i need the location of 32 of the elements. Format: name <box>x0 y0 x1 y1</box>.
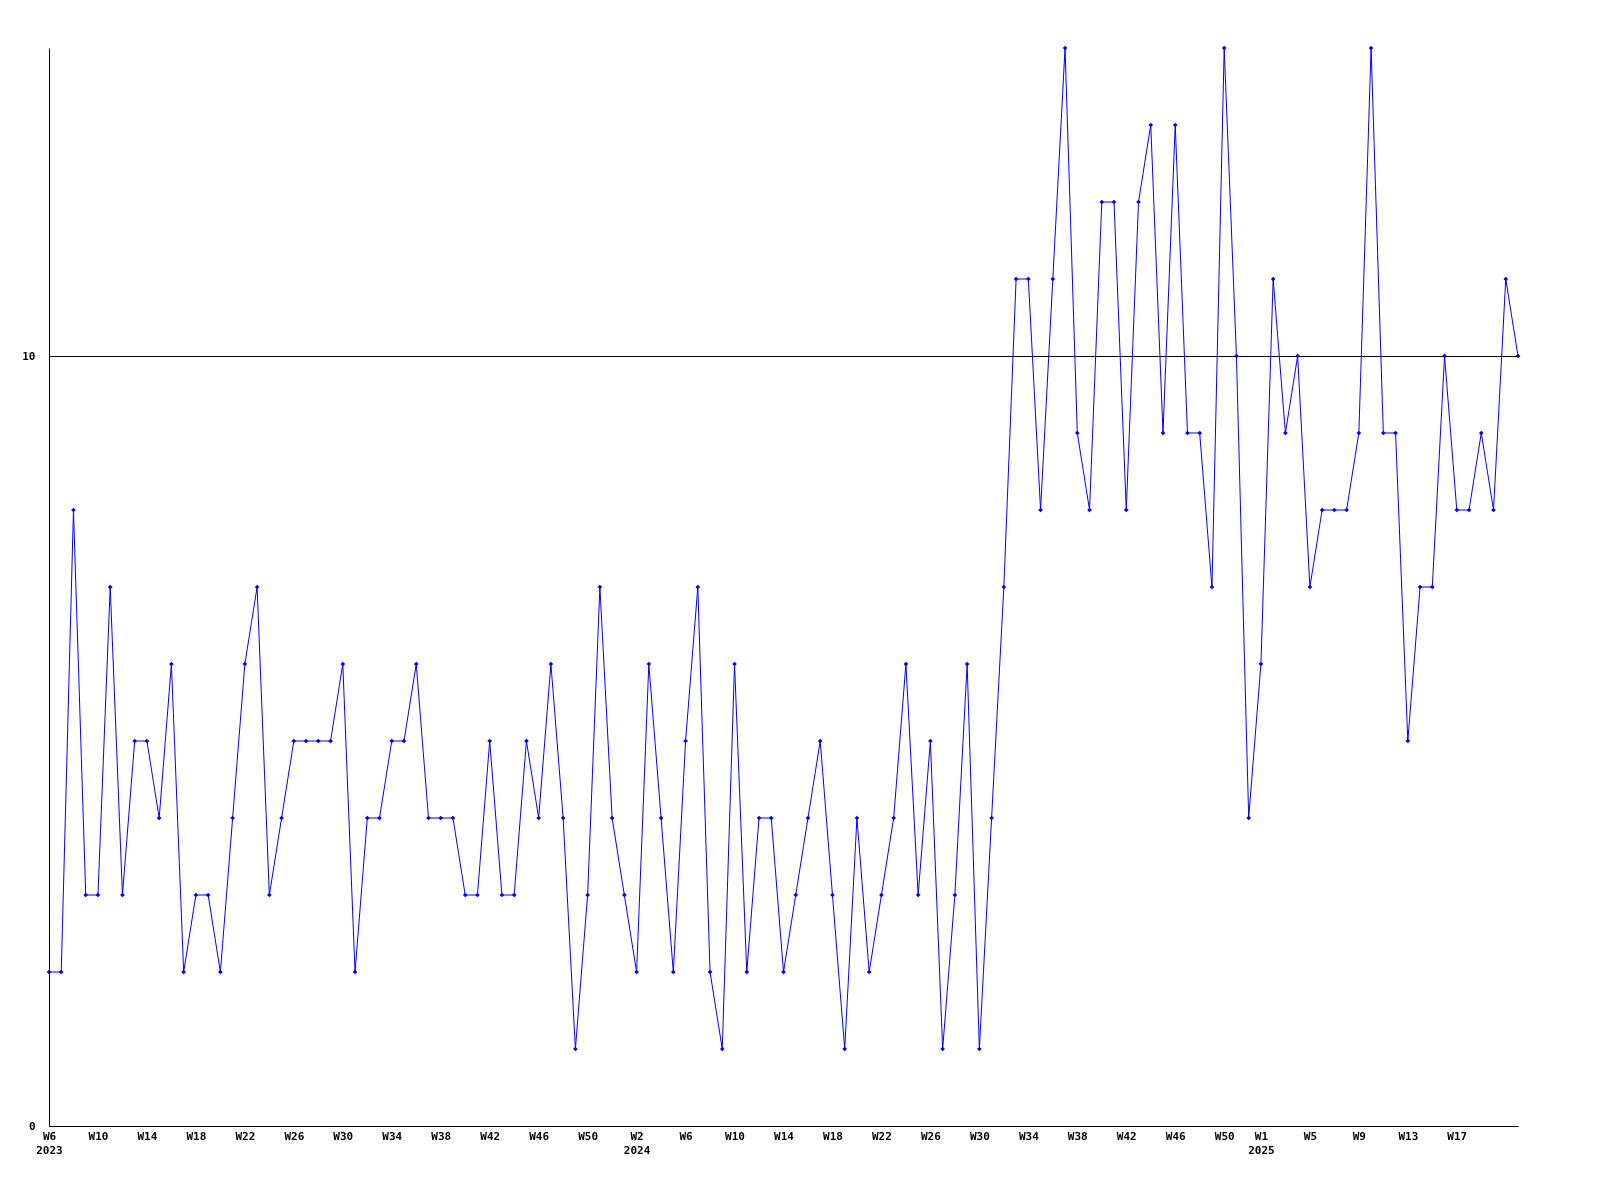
x-tick-label: W26 <box>920 1129 942 1143</box>
x-tick-label: W34 <box>382 1129 403 1143</box>
x-tick-label: W1 2025 <box>1248 1129 1275 1157</box>
x-tick-label: W46 <box>529 1129 550 1143</box>
x-tick-label: W5 <box>1303 1129 1318 1143</box>
x-tick-label: W14 <box>774 1129 795 1143</box>
x-tick-label: W2 2024 <box>623 1129 651 1157</box>
x-tick-label: W10 <box>725 1129 745 1143</box>
y-tick-label: 0 <box>28 1119 36 1133</box>
x-tick-label: W22 <box>872 1129 892 1143</box>
x-tick-label: W38 <box>1067 1129 1088 1143</box>
x-tick-label: W14 <box>137 1129 158 1143</box>
x-tick-label: W34 <box>1018 1129 1040 1143</box>
x-tick-label: W30 <box>969 1129 990 1143</box>
x-tick-label: W50 <box>578 1129 599 1143</box>
x-tick-label: W50 <box>1214 1129 1235 1143</box>
x-tick-label: W30 <box>333 1129 354 1143</box>
x-tick-label: W22 <box>235 1129 256 1143</box>
x-tick-label: W9 <box>1352 1129 1366 1143</box>
x-tick-label: W18 <box>823 1129 843 1143</box>
y-tick-label: 10 <box>22 349 36 363</box>
x-tick-label: W6 <box>679 1129 694 1143</box>
x-tick-label: W18 <box>186 1129 207 1143</box>
x-tick-label: W10 <box>88 1129 109 1143</box>
x-tick-label: W46 <box>1165 1129 1187 1143</box>
x-tick-label: W17 <box>1447 1129 1468 1143</box>
x-tick-label: W13 <box>1398 1129 1419 1143</box>
x-tick-label: W42 <box>1116 1129 1137 1143</box>
x-tick-label: W42 <box>480 1129 501 1143</box>
x-tick-label: W38 <box>431 1129 452 1143</box>
x-tick-label: W6 2023 <box>36 1129 63 1157</box>
x-tick-label: W26 <box>284 1129 305 1143</box>
